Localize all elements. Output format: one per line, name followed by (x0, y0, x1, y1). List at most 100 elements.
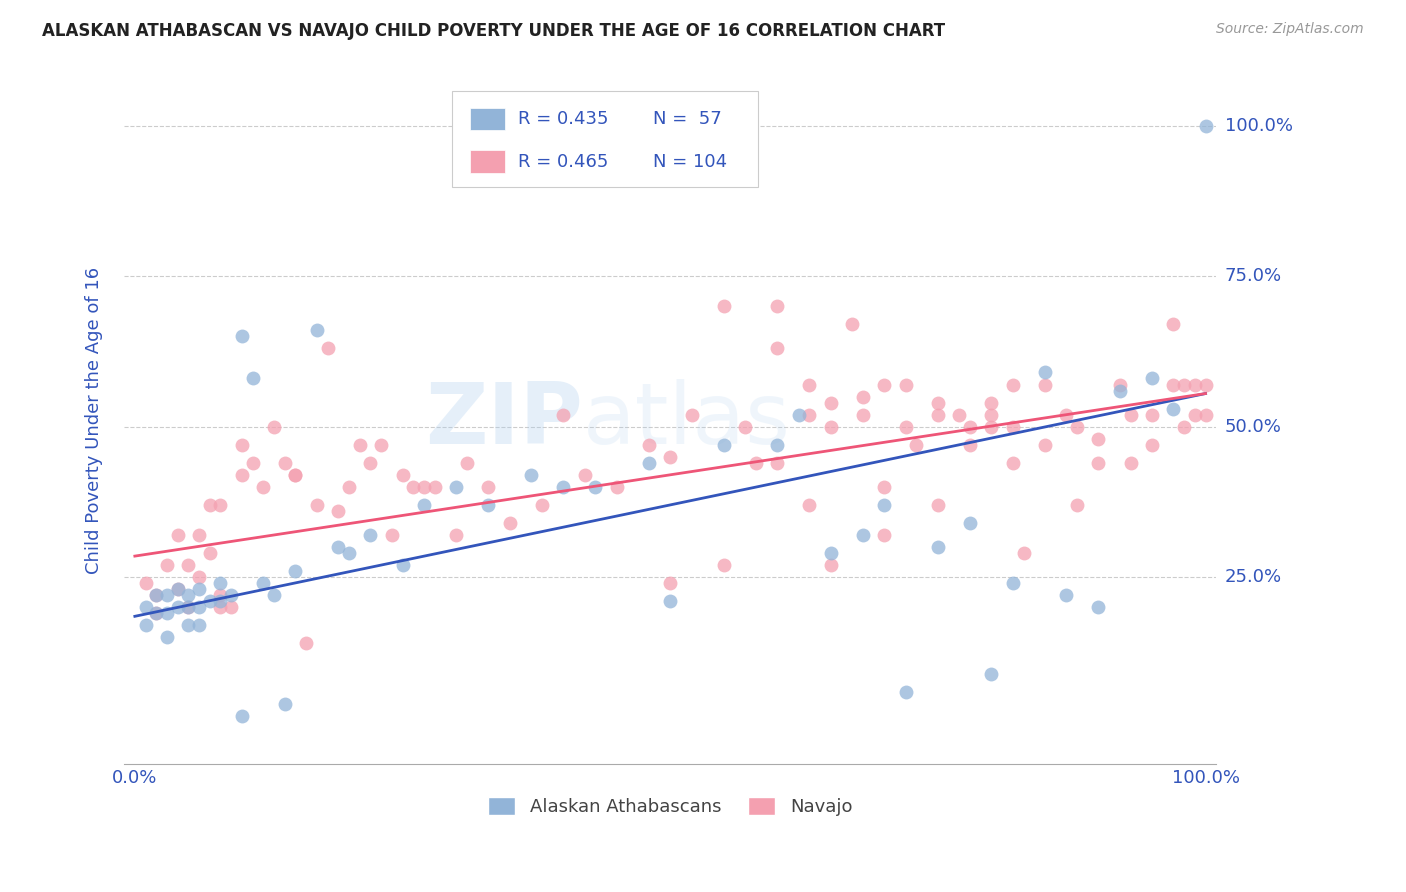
Point (1001, 456, 1024, 470)
Point (252, 480, 274, 494)
Point (1001, 377, 1024, 392)
Point (284, 467, 307, 482)
Point (305, 498, 328, 512)
Point (553, 480, 575, 494)
Point (295, 636, 318, 650)
Point (156, 588, 179, 602)
Point (959, 438, 981, 452)
Point (188, 582, 211, 597)
Point (381, 528, 404, 542)
FancyBboxPatch shape (471, 108, 505, 130)
Point (1066, 419, 1088, 434)
Point (242, 371, 264, 385)
Point (637, 438, 659, 452)
Point (905, 438, 928, 452)
Point (135, 618, 157, 632)
Point (820, 546, 842, 560)
Point (713, 438, 735, 452)
Point (498, 516, 520, 530)
Point (188, 618, 211, 632)
Point (766, 342, 789, 356)
Text: R = 0.435: R = 0.435 (519, 110, 609, 128)
Point (284, 564, 307, 578)
Point (1163, 401, 1185, 416)
Point (145, 607, 167, 621)
Point (252, 576, 274, 591)
Point (894, 684, 917, 698)
Point (413, 498, 436, 512)
Point (349, 438, 371, 452)
Point (145, 588, 167, 602)
Point (894, 419, 917, 434)
Point (370, 438, 392, 452)
Point (894, 377, 917, 392)
Point (219, 588, 242, 602)
Point (135, 600, 157, 615)
Point (948, 408, 970, 422)
Point (1140, 438, 1163, 452)
Point (1140, 408, 1163, 422)
Point (873, 377, 896, 392)
Point (766, 456, 789, 470)
Point (231, 467, 253, 482)
Point (188, 570, 211, 584)
Point (166, 582, 188, 597)
Point (1184, 377, 1206, 392)
Point (820, 395, 842, 409)
Point (745, 456, 768, 470)
Point (209, 498, 232, 512)
Point (177, 600, 200, 615)
Y-axis label: Child Poverty Under the Age of 16: Child Poverty Under the Age of 16 (86, 267, 103, 574)
Point (852, 408, 875, 422)
Point (263, 419, 285, 434)
Point (766, 438, 789, 452)
Point (242, 456, 264, 470)
Point (231, 329, 253, 343)
Point (209, 576, 232, 591)
Point (177, 588, 200, 602)
Point (1184, 408, 1206, 422)
Point (477, 480, 499, 494)
Point (156, 558, 179, 573)
Point (959, 419, 981, 434)
Point (841, 318, 863, 332)
Text: Source: ZipAtlas.com: Source: ZipAtlas.com (1216, 22, 1364, 37)
Point (198, 498, 221, 512)
Point (337, 546, 360, 560)
Point (659, 450, 682, 464)
Point (274, 697, 297, 711)
Point (980, 666, 1002, 681)
Point (927, 395, 949, 409)
Point (198, 594, 221, 608)
Point (659, 594, 682, 608)
Text: 100.0%: 100.0% (1225, 117, 1292, 135)
Point (1087, 456, 1109, 470)
Point (156, 607, 179, 621)
Point (873, 528, 896, 542)
Point (1194, 408, 1216, 422)
Point (1140, 371, 1163, 385)
Point (284, 467, 307, 482)
Point (713, 558, 735, 573)
Text: 50.0%: 50.0% (1225, 417, 1281, 435)
Point (873, 480, 896, 494)
Point (927, 540, 949, 554)
Point (1033, 438, 1056, 452)
Point (391, 467, 413, 482)
Point (413, 480, 436, 494)
Point (799, 377, 821, 392)
Legend: Alaskan Athabascans, Navajo: Alaskan Athabascans, Navajo (481, 789, 859, 823)
Point (209, 588, 232, 602)
Point (1087, 432, 1109, 446)
Point (391, 558, 413, 573)
Point (873, 498, 896, 512)
Point (177, 600, 200, 615)
Point (166, 582, 188, 597)
FancyBboxPatch shape (451, 91, 758, 187)
Point (456, 456, 478, 470)
Point (1087, 600, 1109, 615)
Point (359, 528, 381, 542)
Point (177, 558, 200, 573)
Point (820, 419, 842, 434)
Point (166, 600, 188, 615)
